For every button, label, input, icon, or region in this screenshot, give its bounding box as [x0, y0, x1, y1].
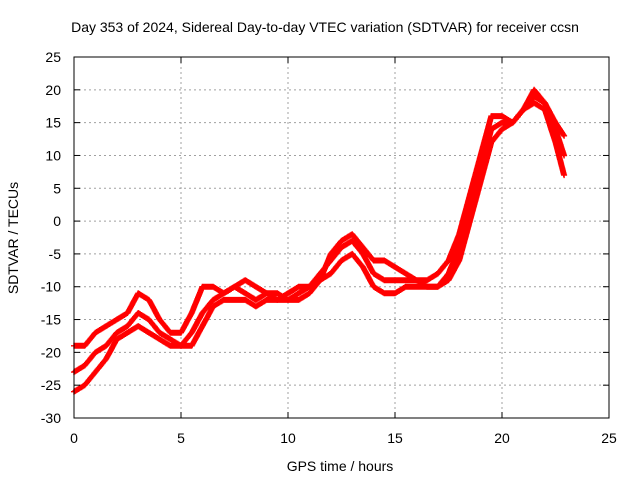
y-tick-label: -20	[41, 344, 61, 360]
x-axis-label: GPS time / hours	[287, 458, 394, 474]
y-tick-label: 10	[45, 147, 61, 163]
series-track-3	[71, 99, 568, 395]
data-series	[71, 86, 568, 395]
series-markers	[71, 99, 568, 395]
x-tick-label: 20	[494, 430, 510, 446]
y-tick-label: -15	[41, 312, 61, 328]
chart-title: Day 353 of 2024, Sidereal Day-to-day VTE…	[71, 19, 579, 35]
x-tick-label: 0	[70, 430, 78, 446]
y-tick-label: -25	[41, 377, 61, 393]
y-tick-label: -5	[49, 246, 62, 262]
x-tick-label: 15	[387, 430, 403, 446]
plot-area-border	[73, 56, 610, 419]
y-tick-label: 25	[45, 49, 61, 65]
y-tick-label: 0	[53, 213, 61, 229]
y-axis-label: SDTVAR / TECUs	[5, 182, 21, 294]
y-tick-label: 20	[45, 82, 61, 98]
y-tick-label: 5	[53, 180, 61, 196]
x-tick-label: 25	[601, 430, 617, 446]
x-tick-label: 10	[280, 430, 296, 446]
y-tick-label: 15	[45, 115, 61, 131]
grid-lines	[74, 57, 609, 418]
y-tick-label: -30	[41, 410, 61, 426]
x-tick-label: 5	[177, 430, 185, 446]
axis-ticks: 0 5 10 15 20 25 -30 -25 -20 -15 -10 -5 0 5 10 15 20 25	[41, 49, 617, 446]
y-tick-label: -10	[41, 279, 61, 295]
